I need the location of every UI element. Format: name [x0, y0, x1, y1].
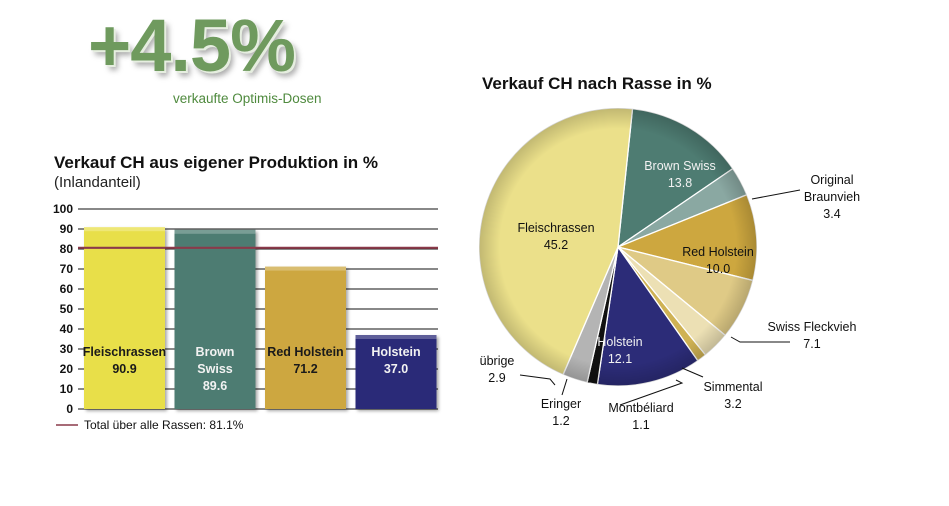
y-tick-label: 50 [60, 302, 74, 316]
leader-line [730, 336, 790, 343]
legend-label: Total über alle Rassen: 81.1% [84, 418, 244, 432]
pie-category-label: Brown Swiss [644, 159, 716, 173]
headline-value: +4.5% [87, 4, 297, 87]
bar-highlight [355, 335, 437, 339]
y-tick-label: 10 [60, 382, 74, 396]
bar-group: Holstein 37.0 [355, 335, 437, 409]
bar-value-label: 71.2 [293, 362, 317, 376]
pie-category-label: Original [810, 173, 853, 187]
pie-category-label: Swiss Fleckvieh [768, 320, 857, 334]
pie-value-label: 7.1 [803, 337, 820, 351]
bar-series: Fleischrassen 90.9 Brown Swiss 89.6 Red Holst… [83, 227, 437, 409]
bar-category-label: Holstein [371, 345, 420, 359]
leader-line [519, 374, 556, 386]
bar-group: Fleischrassen 90.9 [83, 227, 166, 409]
pie-value-label: 3.4 [823, 207, 840, 221]
bar-category-label: Brown [196, 345, 235, 359]
bar-value-label: 37.0 [384, 362, 408, 376]
leader-line [619, 379, 684, 406]
pie-value-label: 3.2 [724, 397, 741, 411]
bar-group: Red Holstein 71.2 [265, 266, 346, 409]
bar-y-axis: 0 10 20 30 40 50 60 70 80 90 100 [53, 202, 73, 416]
bar [265, 266, 346, 409]
bar-value-label: 90.9 [112, 362, 136, 376]
pie-value-label: 10.0 [706, 262, 730, 276]
y-tick-label: 60 [60, 282, 74, 296]
bar-highlight [174, 229, 256, 234]
pie-value-label: 1.1 [632, 418, 649, 432]
bar-category-label: Fleischrassen [83, 345, 166, 359]
bar-chart-subtitle: (Inlandanteil) [54, 174, 141, 191]
bar-highlight [84, 227, 165, 232]
bar [174, 229, 256, 409]
pie-category-label: Holstein [597, 335, 642, 349]
bar [355, 335, 437, 409]
pie-chart-title: Verkauf CH nach Rasse in % [482, 74, 712, 93]
pie-category-label: Montbéliard [608, 401, 673, 415]
y-tick-label: 0 [66, 402, 73, 416]
pie-labels: Brown Swiss 13.8 Original Braunvieh 3.4 Red H… [480, 159, 861, 432]
pie-category-label: Red Holstein [682, 245, 754, 259]
pie-category-label: Braunvieh [804, 190, 860, 204]
pie-value-label: 13.8 [668, 176, 692, 190]
pie-value-label: 12.1 [608, 352, 632, 366]
leader-line [561, 378, 568, 396]
pie-value-label: 2.9 [488, 371, 505, 385]
y-tick-label: 40 [60, 322, 74, 336]
pie-category-label: Eringer [541, 397, 581, 411]
leader-line [751, 189, 801, 200]
y-tick-label: 100 [53, 202, 73, 216]
y-tick-label: 90 [60, 222, 74, 236]
bar-chart-title: Verkauf CH aus eigener Produktion in % [54, 153, 379, 172]
leader-line [681, 367, 704, 378]
pie-value-label: 45.2 [544, 238, 568, 252]
bar-category-label: Red Holstein [267, 345, 343, 359]
bar-legend: Total über alle Rassen: 81.1% [56, 418, 244, 432]
headline-caption: verkaufte Optimis-Dosen [173, 91, 322, 106]
bar [84, 227, 165, 409]
pie-category-label: übrige [480, 354, 515, 368]
bar-highlight [265, 266, 346, 271]
pie-value-label: 1.2 [552, 414, 569, 428]
pie-category-label: Fleischrassen [517, 221, 594, 235]
bar-value-label: 89.6 [203, 379, 227, 393]
y-tick-label: 70 [60, 262, 74, 276]
y-tick-label: 20 [60, 362, 74, 376]
bar-category-label: Swiss [197, 362, 232, 376]
bar-group: Brown Swiss 89.6 [174, 229, 256, 409]
y-tick-label: 30 [60, 342, 74, 356]
pie-category-label: Simmental [703, 380, 762, 394]
y-tick-label: 80 [60, 242, 74, 256]
